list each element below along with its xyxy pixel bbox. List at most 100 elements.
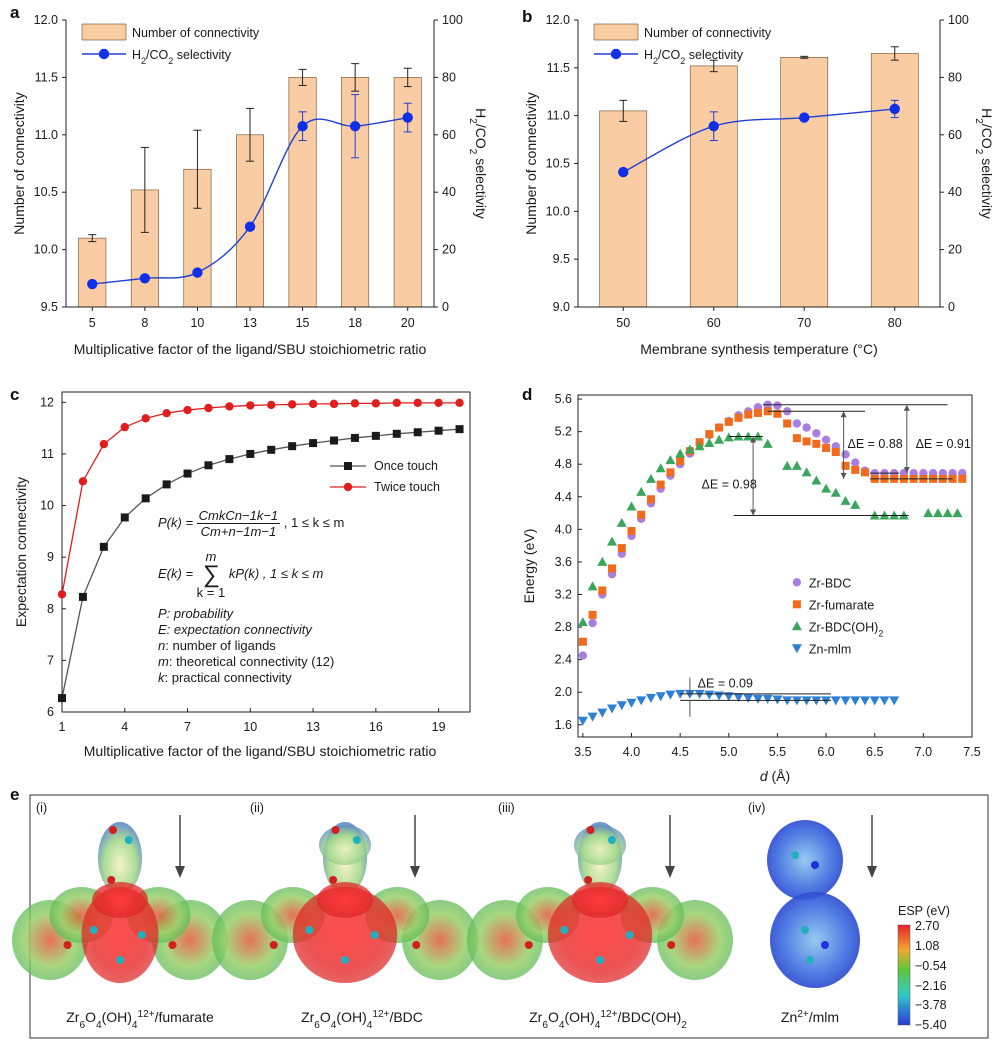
y2-axis-label-part: H xyxy=(979,108,995,118)
atom xyxy=(806,956,814,964)
data-point-triangle-down xyxy=(636,696,647,706)
twice-touch-point xyxy=(225,402,234,411)
y2-axis-label-part: /CO xyxy=(473,124,489,149)
x-tick-label: 4 xyxy=(121,720,128,734)
y2-axis-label-part: H xyxy=(473,108,489,118)
atom xyxy=(811,861,819,869)
once-touch-point xyxy=(162,480,171,489)
data-point-square xyxy=(783,419,792,428)
ligand-surface xyxy=(319,825,371,865)
y-tick-label: 4.8 xyxy=(555,457,572,471)
y2-axis-label: H2/CO2 selectivity xyxy=(468,108,490,219)
bar xyxy=(689,65,738,308)
bar xyxy=(78,237,107,308)
atom xyxy=(791,851,799,859)
arrow-head xyxy=(750,509,757,516)
y-tick-label: 10.0 xyxy=(546,204,570,218)
data-point-circle xyxy=(773,401,782,410)
x-axis-label: Membrane synthesis temperature (°C) xyxy=(640,341,877,357)
once-touch-point xyxy=(120,513,129,522)
data-point-square xyxy=(637,510,646,519)
selectivity-line xyxy=(622,108,895,173)
data-point-triangle-down xyxy=(733,693,744,703)
data-point-square xyxy=(656,480,665,489)
panel-letter-c: c xyxy=(10,385,19,404)
x-tick-label: 10 xyxy=(190,316,204,330)
data-point-triangle-up xyxy=(616,517,627,527)
atom xyxy=(801,926,809,934)
atom xyxy=(269,941,278,949)
twice-touch-point xyxy=(204,403,213,413)
atom xyxy=(124,836,133,844)
data-point-triangle-down xyxy=(889,696,900,706)
y-tick-label: 12 xyxy=(40,395,54,409)
selectivity-point xyxy=(139,273,151,284)
panel-e-caption-part: 6 xyxy=(542,1020,548,1031)
y2-tick-label: 80 xyxy=(442,70,456,84)
x-tick-label: 60 xyxy=(707,316,721,330)
atom xyxy=(116,956,124,964)
once-touch-point xyxy=(455,425,464,434)
x-tick-label: 70 xyxy=(797,316,811,330)
legend-dot-swatch xyxy=(98,48,110,60)
data-point-triangle-up xyxy=(952,508,963,518)
p-formula: P(k) = CmkCn−1k−1 Cm+n−1m−1 , 1 ≤ k ≤ m xyxy=(158,500,388,546)
data-point-triangle-up xyxy=(821,483,832,493)
y-tick-label: 5.6 xyxy=(555,392,572,406)
sum-top: m xyxy=(205,548,217,564)
selectivity-point xyxy=(87,278,98,290)
approach-arrow-head xyxy=(665,866,675,878)
y-tick-label: 11.5 xyxy=(35,70,58,84)
x-tick-label: 50 xyxy=(616,316,630,330)
legend-label: Zn-mlm xyxy=(809,642,851,656)
chart-b: 9.0 9.5 10.0 10.5 11.0 11.5 12.0 0 20 40 60 80 100 50… xyxy=(523,13,995,357)
data-point-triangle-up xyxy=(694,441,705,451)
panel-e-caption-part: /BDC xyxy=(389,1009,422,1025)
panel-e-caption-part: 6 xyxy=(79,1020,85,1031)
data-point-square xyxy=(773,409,782,418)
y-axis-label: Number of connectivity xyxy=(11,92,27,234)
panel-letter-e: e xyxy=(10,785,19,804)
y-tick-label: 3.6 xyxy=(555,555,572,569)
data-point-triangle-down xyxy=(607,704,618,714)
data-point-triangle-down xyxy=(597,708,608,718)
y2-axis-label-part: /CO xyxy=(979,124,995,149)
data-point-circle xyxy=(812,429,821,438)
def-text: : expectation connectivity xyxy=(166,622,312,637)
y2-axis-label-part: selectivity xyxy=(473,154,489,219)
y2-tick-label: 40 xyxy=(442,185,456,199)
y2-axis-label-part: 2 xyxy=(468,118,479,124)
data-point-triangle-up xyxy=(923,508,934,518)
once-touch-point xyxy=(371,431,380,440)
once-touch-point xyxy=(183,469,192,478)
data-point-triangle-up xyxy=(665,455,676,465)
data-point-triangle-down xyxy=(723,692,734,702)
x-tick-label: 5.5 xyxy=(769,745,786,759)
data-point-triangle-down xyxy=(626,698,637,708)
x-axis-label-part: d xyxy=(760,768,769,784)
y-tick-label: 7 xyxy=(47,653,54,667)
definition-row: P: probability xyxy=(158,606,388,622)
data-point-square xyxy=(812,439,821,448)
def-text: : practical connectivity xyxy=(164,670,292,685)
x-tick-label: 6.0 xyxy=(817,745,834,759)
panel-e-caption-part: /fumarate xyxy=(155,1009,214,1025)
atom xyxy=(168,941,177,949)
x-tick-label: 6.5 xyxy=(866,745,883,759)
colorbar-tick: −3.78 xyxy=(915,998,947,1012)
panel-e-caption-part: 4 xyxy=(96,1020,102,1031)
colorbar-tick: 1.08 xyxy=(915,939,939,953)
y-tick-label: 8 xyxy=(47,602,54,616)
legend-label: Number of connectivity xyxy=(644,26,772,40)
panel-e-caption-part: Zr xyxy=(301,1009,315,1025)
twice-touch-point xyxy=(267,400,276,410)
legend-label-part: Zn-mlm xyxy=(809,642,851,656)
atom xyxy=(329,876,338,884)
twice-touch-point xyxy=(350,399,360,408)
panel-e-caption-part: 2+ xyxy=(797,1009,809,1020)
atom xyxy=(584,876,593,884)
once-touch-point xyxy=(288,442,297,451)
once-touch-point xyxy=(330,436,338,445)
y-tick-label: 10.5 xyxy=(34,185,58,199)
data-point-square xyxy=(705,430,714,439)
